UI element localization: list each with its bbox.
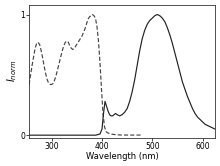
Y-axis label: $I_{norm}$: $I_{norm}$ (5, 60, 19, 82)
X-axis label: Wavelength (nm): Wavelength (nm) (86, 152, 158, 161)
